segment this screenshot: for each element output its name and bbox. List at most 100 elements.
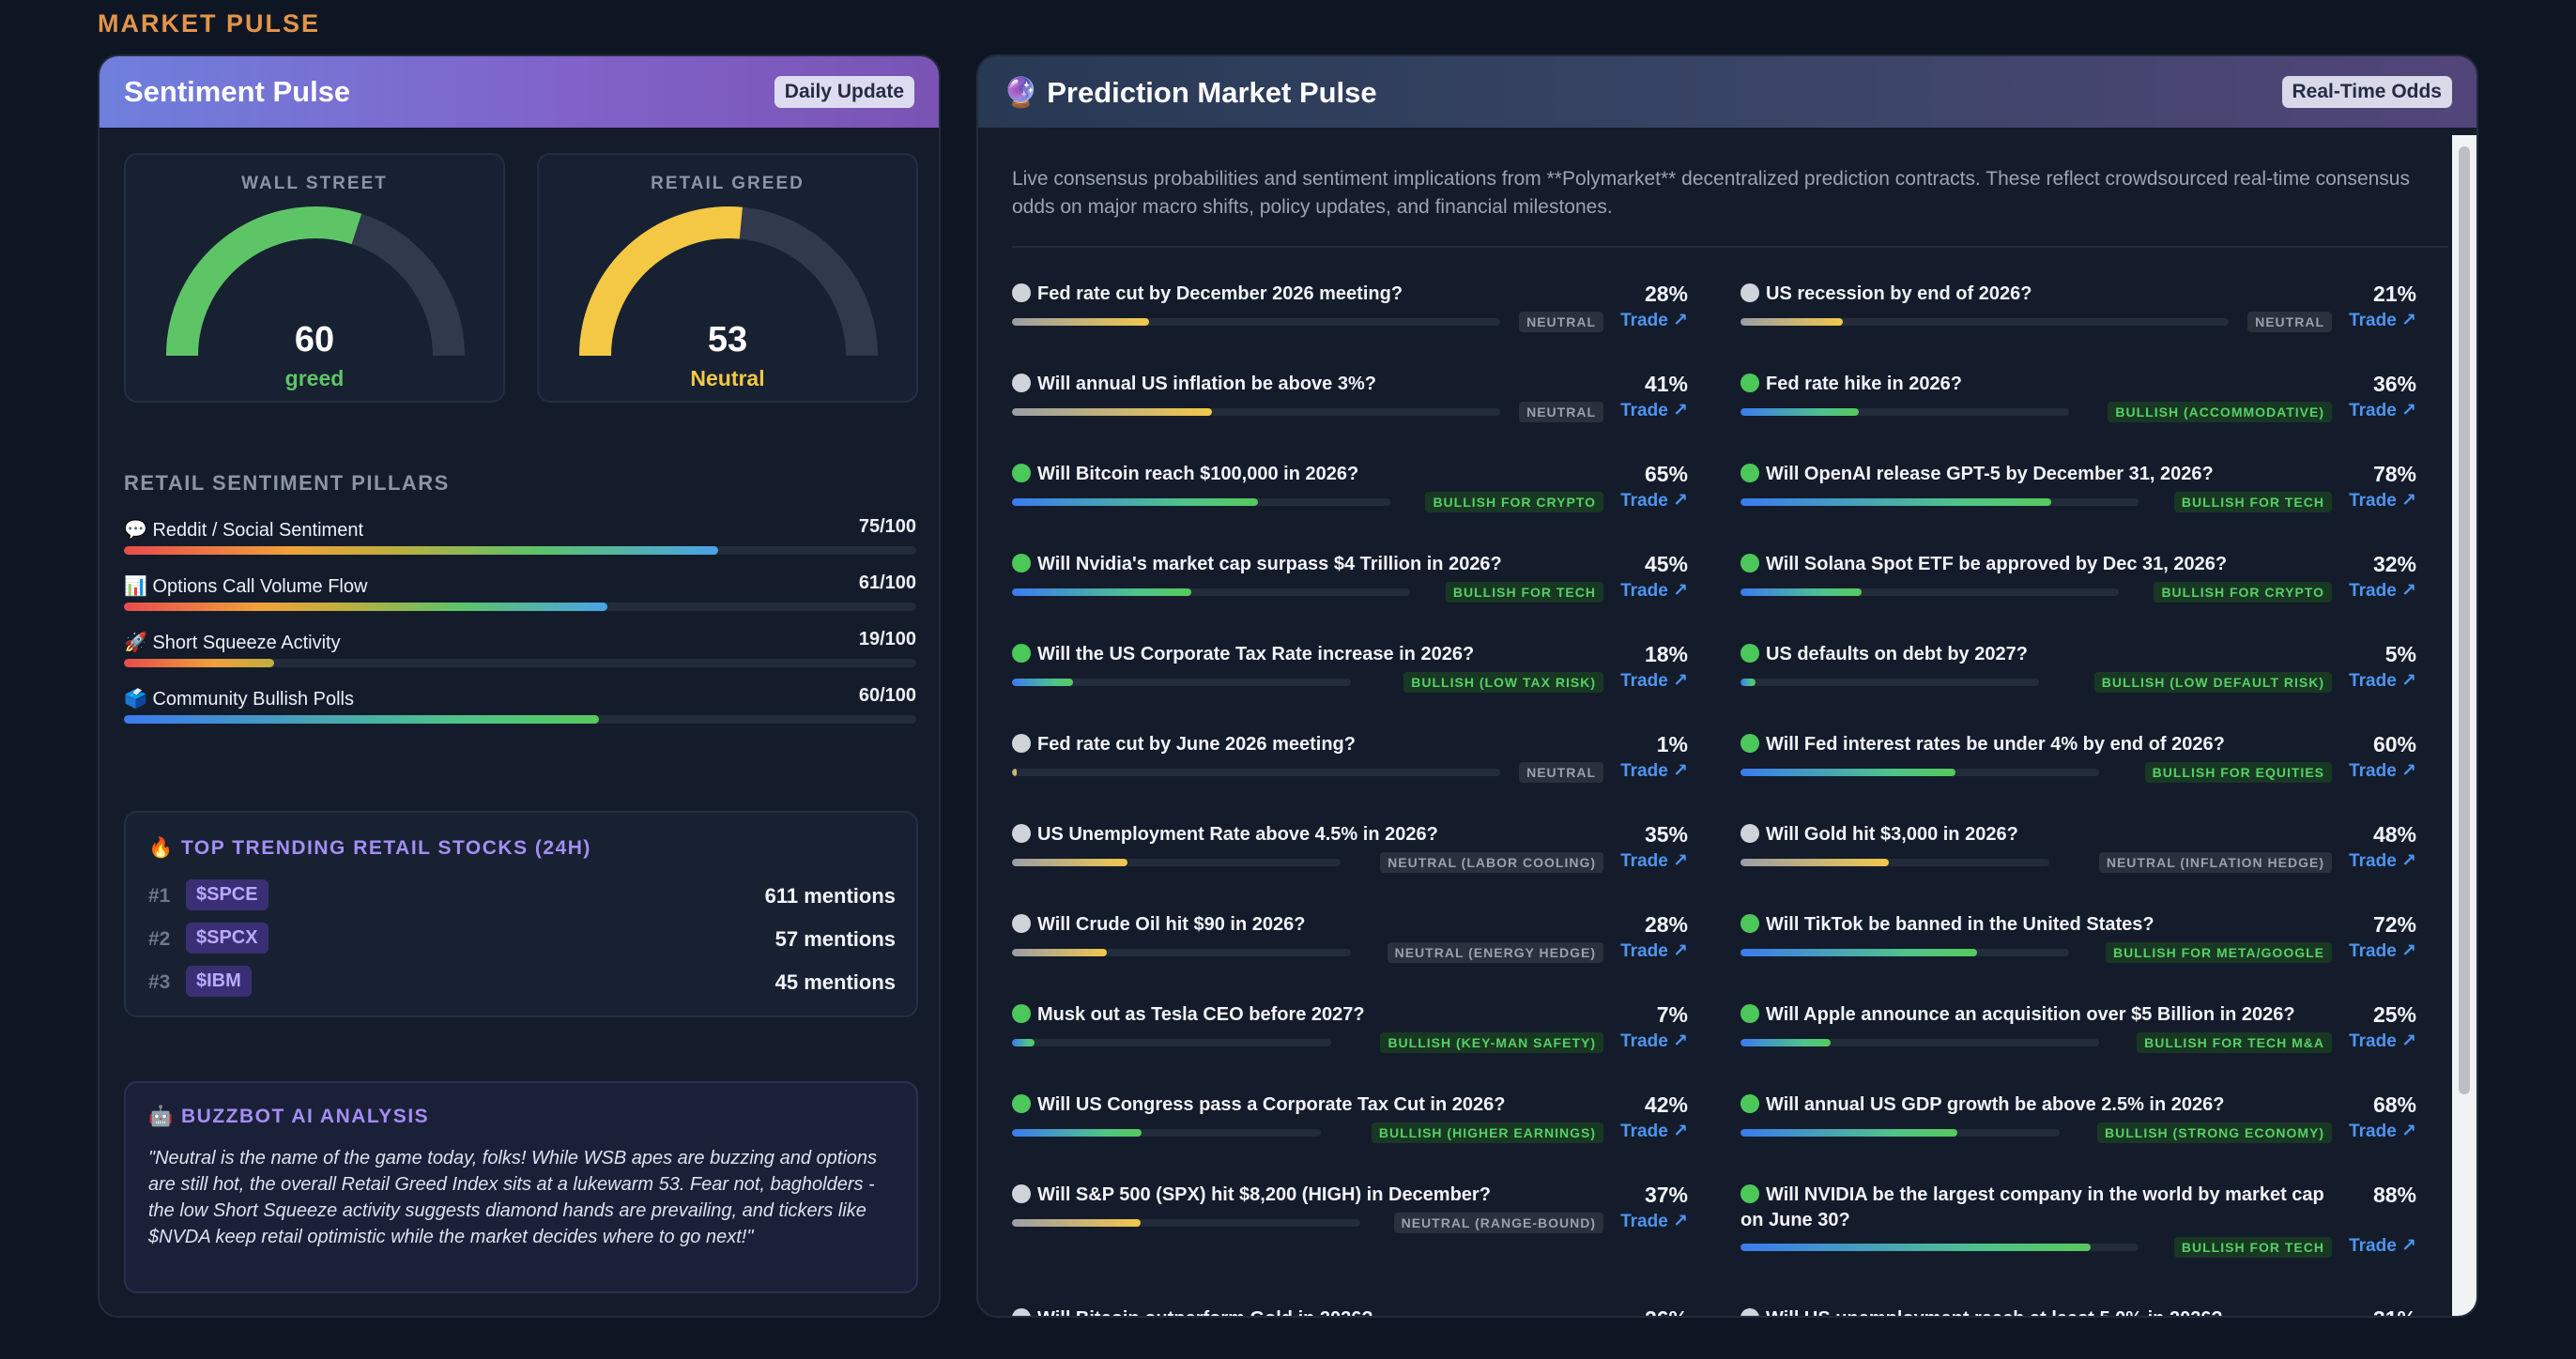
trending-title: 🔥 TOP TRENDING RETAIL STOCKS (24H) — [148, 837, 591, 859]
prediction-item: Will Bitcoin outperform Gold in 2026? 26% — [1012, 1306, 1688, 1316]
trade-link[interactable]: Trade ↗ — [2349, 1236, 2416, 1256]
sentiment-tag: NEUTRAL — [1519, 312, 1603, 332]
pillar-score: 75/100 — [858, 516, 916, 537]
probability-fill — [1740, 408, 1859, 416]
ticker-badge[interactable]: $SPCE — [186, 879, 268, 910]
retail-greed-gauge-card: RETAIL GREED 53 Neutral — [537, 153, 918, 403]
prediction-probability: 28% — [1644, 282, 1688, 306]
circle-icon — [1740, 1004, 1759, 1023]
trade-link[interactable]: Trade ↗ — [2349, 1122, 2416, 1141]
trade-link[interactable]: Trade ↗ — [2349, 491, 2416, 511]
circle-icon — [1012, 464, 1031, 482]
sentiment-tag: BULLISH FOR META/GOOGLE — [2106, 942, 2332, 963]
prediction-item: Will US Congress pass a Corporate Tax Cu… — [1012, 1092, 1688, 1177]
wall-street-gauge-card: WALL STREET 60 greed — [124, 153, 505, 403]
probability-track — [1740, 498, 2139, 506]
prediction-item: Will TikTok be banned in the United Stat… — [1740, 912, 2416, 997]
probability-track — [1740, 318, 2229, 326]
trend-rank: #1 — [148, 885, 171, 907]
trade-link[interactable]: Trade ↗ — [2349, 941, 2416, 961]
trade-link[interactable]: Trade ↗ — [2349, 401, 2416, 420]
trade-link[interactable]: Trade ↗ — [1620, 1212, 1688, 1231]
ai-analysis-card: 🤖 BUZZBOT AI ANALYSIS "Neutral is the na… — [124, 1081, 918, 1293]
probability-track — [1740, 859, 2049, 866]
trade-link[interactable]: Trade ↗ — [1620, 581, 1688, 601]
trade-link[interactable]: Trade ↗ — [2349, 311, 2416, 330]
ticker-badge[interactable]: $IBM — [186, 966, 252, 997]
ticker-badge[interactable]: $SPCX — [186, 923, 268, 954]
trending-row[interactable]: #2 $SPCX 57 mentions — [148, 922, 896, 955]
prediction-probability: 35% — [1644, 822, 1688, 847]
probability-fill — [1740, 1039, 1831, 1046]
prediction-question: Will OpenAI release GPT-5 by December 31… — [1740, 462, 2330, 487]
prediction-item: Will Apple announce an acquisition over … — [1740, 1002, 2416, 1087]
trending-row[interactable]: #1 $SPCE 611 mentions — [148, 878, 896, 912]
sentiment-tag: NEUTRAL (RANGE-BOUND) — [1393, 1213, 1603, 1233]
divider — [1012, 246, 2448, 248]
trade-link[interactable]: Trade ↗ — [2349, 671, 2416, 691]
pillar-options: 📊 Options Call Volume Flow 61/100 — [124, 571, 916, 618]
pillar-label: 📊 Options Call Volume Flow — [124, 576, 368, 597]
sentiment-tag: NEUTRAL (INFLATION HEDGE) — [2098, 852, 2332, 873]
trade-link[interactable]: Trade ↗ — [1620, 761, 1688, 781]
pillar-track — [124, 603, 916, 611]
pillar-fill — [124, 715, 600, 724]
trade-link[interactable]: Trade ↗ — [1620, 491, 1688, 511]
prediction-item: Will Fed interest rates be under 4% by e… — [1740, 732, 2416, 817]
scrollbar-thumb[interactable] — [2459, 146, 2470, 1094]
probability-track — [1012, 949, 1351, 956]
sentiment-title: Sentiment Pulse — [124, 75, 351, 108]
prediction-probability: 68% — [2372, 1092, 2416, 1117]
pillar-bullish-polls: 🗳️ Community Bullish Polls 60/100 — [124, 683, 916, 730]
circle-icon — [1740, 464, 1759, 482]
probability-track — [1012, 588, 1410, 596]
probability-track — [1740, 1244, 2139, 1251]
prediction-question: Musk out as Tesla CEO before 2027? — [1012, 1002, 1602, 1028]
prediction-question: US Unemployment Rate above 4.5% in 2026? — [1012, 822, 1602, 847]
trade-link[interactable]: Trade ↗ — [1620, 401, 1688, 420]
prediction-header: 🔮 Prediction Market Pulse Real-Time Odds — [978, 56, 2476, 128]
sentiment-tag: NEUTRAL — [2247, 312, 2332, 332]
probability-fill — [1012, 318, 1149, 326]
gauge-status: greed — [284, 366, 345, 390]
probability-fill — [1012, 679, 1073, 686]
trade-link[interactable]: Trade ↗ — [2349, 581, 2416, 601]
gauge-status: Neutral — [690, 366, 765, 390]
trade-link[interactable]: Trade ↗ — [2349, 1031, 2416, 1051]
prediction-item: Will the US Corporate Tax Rate increase … — [1012, 642, 1688, 726]
probability-fill — [1012, 408, 1213, 416]
sentiment-tag: NEUTRAL — [1519, 762, 1603, 783]
trade-link[interactable]: Trade ↗ — [1620, 1122, 1688, 1141]
trade-link[interactable]: Trade ↗ — [1620, 941, 1688, 961]
ai-analysis-text: "Neutral is the name of the game today, … — [148, 1148, 878, 1247]
probability-fill — [1740, 1244, 2092, 1251]
circle-icon — [1740, 1308, 1759, 1316]
prediction-item: Fed rate cut by December 2026 meeting? 28… — [1012, 282, 1688, 366]
trade-link[interactable]: Trade ↗ — [1620, 851, 1688, 871]
scrollbar[interactable] — [2452, 135, 2476, 1316]
probability-fill — [1012, 859, 1127, 866]
circle-icon — [1012, 283, 1031, 302]
gauge-label: RETAIL GREED — [651, 174, 805, 193]
prediction-probability: 88% — [2372, 1183, 2416, 1207]
trade-link[interactable]: Trade ↗ — [2349, 851, 2416, 871]
trade-link[interactable]: Trade ↗ — [2349, 761, 2416, 781]
trending-row[interactable]: #3 $IBM 45 mentions — [148, 965, 896, 999]
prediction-item: US defaults on debt by 2027? 5% BULLISH (L… — [1740, 642, 2416, 726]
trade-link[interactable]: Trade ↗ — [1620, 1031, 1688, 1051]
prediction-item: Fed rate hike in 2026? 36% BULLISH (ACCOMM… — [1740, 372, 2416, 456]
sentiment-tag: BULLISH FOR TECH — [2173, 1237, 2332, 1258]
pillar-score: 60/100 — [858, 685, 916, 706]
probability-track — [1740, 588, 2119, 596]
trade-link[interactable]: Trade ↗ — [1620, 311, 1688, 330]
sentiment-tag: NEUTRAL — [1519, 402, 1603, 422]
circle-icon — [1740, 734, 1759, 753]
prediction-item: US Unemployment Rate above 4.5% in 2026?… — [1012, 822, 1688, 907]
sentiment-tag: BULLISH (HIGHER EARNINGS) — [1371, 1122, 1603, 1143]
trade-link[interactable]: Trade ↗ — [1620, 671, 1688, 691]
probability-track — [1740, 1039, 2099, 1046]
prediction-probability: 60% — [2372, 732, 2416, 756]
trend-mentions: 611 mentions — [764, 884, 896, 908]
prediction-description: Live consensus probabilities and sentime… — [1012, 168, 2410, 218]
prediction-item: Will OpenAI release GPT-5 by December 31… — [1740, 462, 2416, 546]
